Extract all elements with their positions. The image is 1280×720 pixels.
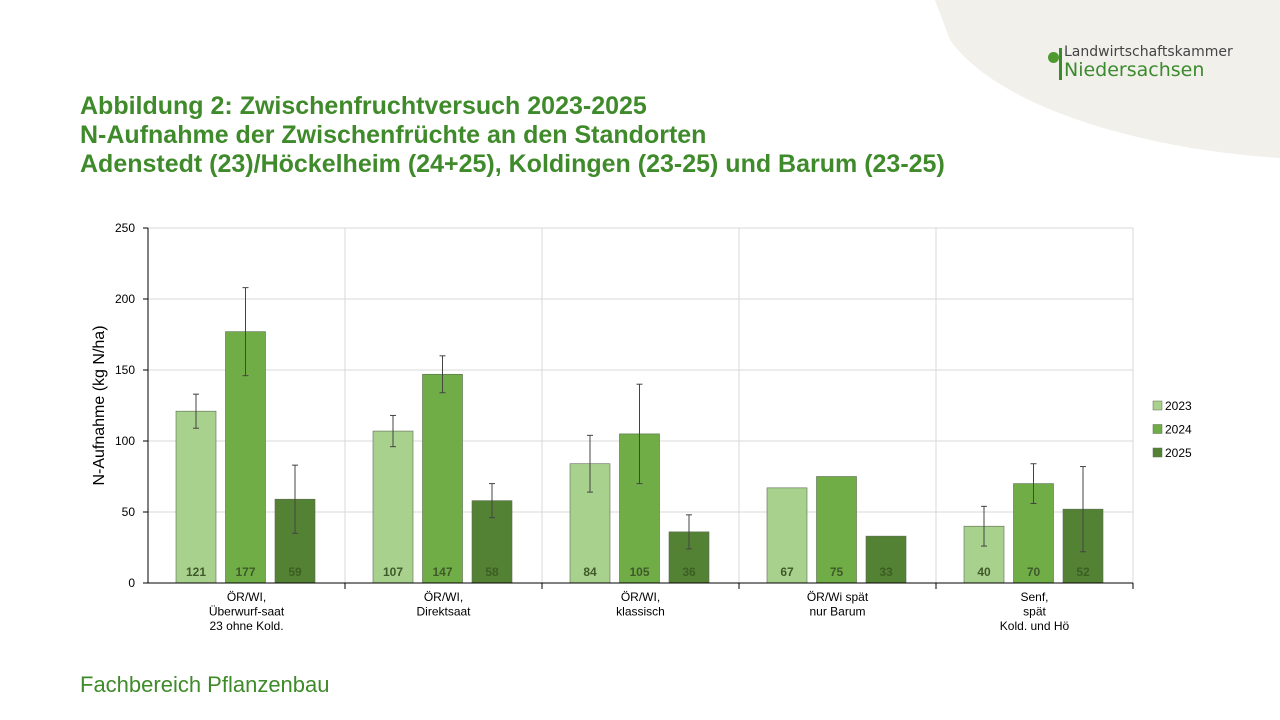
x-tick-label: Senf, [1020,590,1048,604]
bar-2024 [422,373,463,584]
x-tick-label: 23 ohne Kold. [209,619,283,633]
data-label: 33 [879,565,893,579]
title-line-2: N-Aufnahme der Zwischenfrüchte an den St… [80,121,707,149]
title-line-3: Adenstedt (23)/Höckelheim (24+25), Koldi… [80,150,945,178]
bar-2023 [372,430,414,584]
legend-swatch-2024 [1152,424,1163,434]
x-tick-label: ÖR/WI, [227,590,266,604]
data-label: 40 [977,565,991,579]
bar-2025 [865,535,907,584]
x-tick-label: nur Barum [809,605,865,619]
y-tick-label: 0 [128,576,135,590]
x-tick-label: Direktsaat [416,605,471,619]
x-tick-label: spät [1023,605,1046,619]
y-tick-label: 200 [115,292,135,306]
x-tick-label: ÖR/WI, [621,590,660,604]
logo-dot-icon [1048,52,1059,63]
data-label: 121 [186,565,206,579]
legend-swatch-2025 [1152,447,1163,458]
x-tick-label: klassisch [616,605,665,619]
data-label: 59 [288,565,302,579]
y-axis-label: N-Aufnahme (kg N/ha) [91,325,108,485]
bar-2023 [766,487,808,584]
data-label: 58 [485,565,499,579]
data-label: 75 [830,565,844,579]
legend-swatch-2023 [1152,400,1163,411]
legend-label-2023: 2023 [1165,399,1192,413]
logo-bar-icon [1059,48,1062,80]
logo-line2: Niedersachsen [1064,59,1205,81]
y-tick-label: 100 [115,434,135,448]
data-label: 67 [780,565,794,579]
data-label: 36 [682,565,696,579]
x-tick-label: Überwurf-saat [209,605,285,619]
x-tick-label: Kold. und Hö [1000,619,1070,633]
page-title: Abbildung 2: Zwischenfruchtversuch 2023-… [80,92,945,179]
y-tick-label: 150 [115,363,135,377]
data-label: 84 [583,565,597,579]
bar-2024 [816,476,857,584]
legend-label-2024: 2024 [1165,423,1192,437]
bar-2023 [175,410,217,584]
footer-text: Fachbereich Pflanzenbau [80,672,330,697]
logo-line1: Landwirtschaftskammer [1064,44,1233,60]
title-line-1: Abbildung 2: Zwischenfruchtversuch 2023-… [80,92,647,120]
data-label: 105 [629,565,649,579]
x-tick-label: ÖR/WI, [424,590,463,604]
x-tick-label: ÖR/Wi spät [807,590,869,604]
data-label: 70 [1027,565,1041,579]
legend-label-2025: 2025 [1165,446,1192,460]
data-label: 147 [432,565,452,579]
y-tick-label: 250 [115,221,135,235]
data-label: 52 [1076,565,1090,579]
y-tick-label: 50 [122,505,136,519]
data-label: 177 [235,565,255,579]
data-label: 107 [383,565,403,579]
